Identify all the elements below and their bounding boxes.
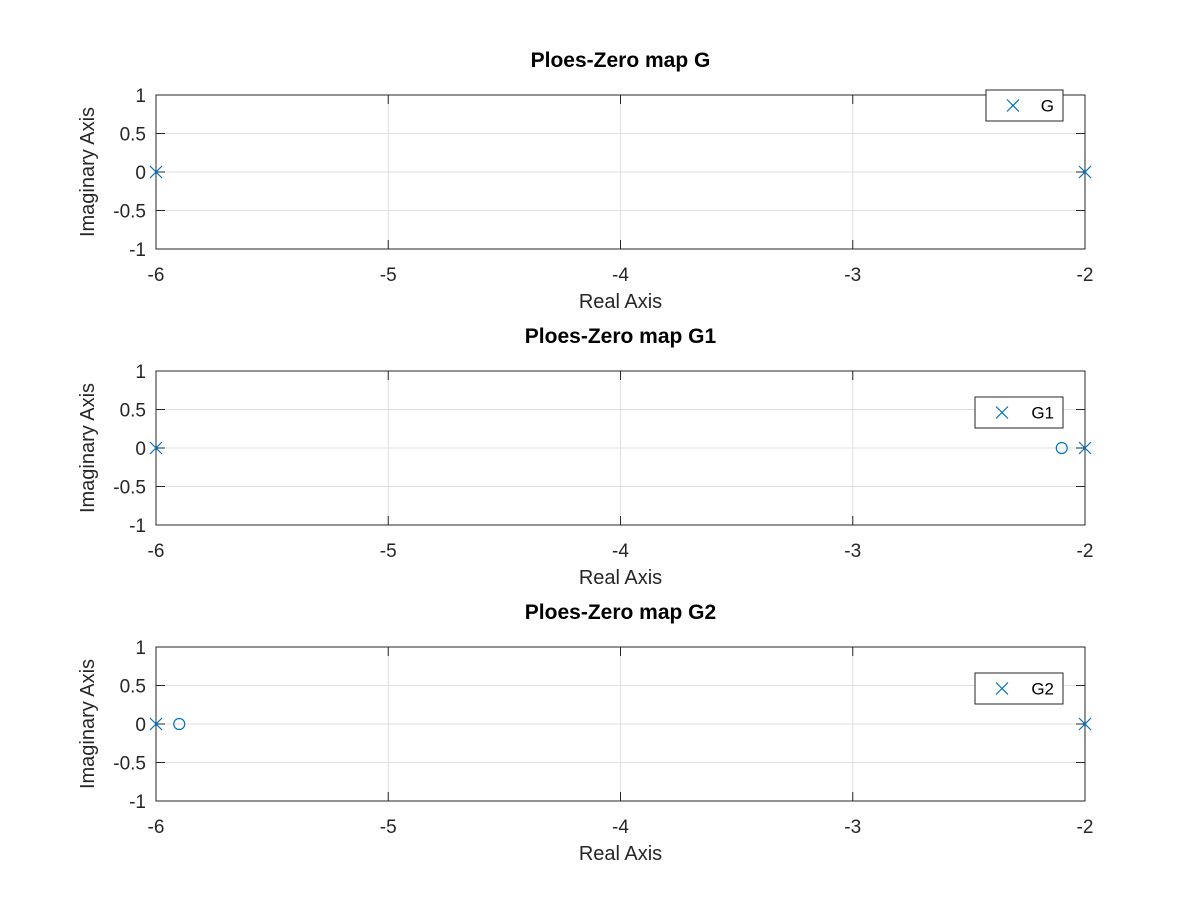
x-tick-label: -6 (148, 265, 165, 286)
legend-box (985, 89, 1064, 122)
x-tick-label: -5 (380, 265, 397, 286)
legend-label: G (1041, 97, 1054, 116)
chart-title: Ploes-Zero map G (531, 49, 711, 72)
x-tick-label: -4 (612, 817, 629, 838)
x-tick-label: -5 (380, 817, 397, 838)
x-tick-label: -4 (612, 541, 629, 562)
legend-label: G2 (1031, 680, 1054, 699)
y-tick-label: -0.5 (113, 202, 146, 223)
y-tick-label: -1 (129, 516, 146, 537)
subplot-1: -6 -5 -4 -3 -2 1 0.5 0 -0.5 -1 Ploes-Zero map G Rea… (77, 49, 1093, 313)
x-tick-label: -5 (380, 541, 397, 562)
subplot-3: -6 -5 -4 -3 -2 1 0.5 0 -0.5 -1 Ploes-Zero map G2 Re… (77, 601, 1093, 865)
y-tick-label: 0 (135, 715, 146, 736)
subplot-2: -6 -5 -4 -3 -2 1 0.5 0 -0.5 -1 Ploes-Zero map G1 Re… (77, 325, 1093, 589)
pole-marker (149, 717, 163, 731)
chart-title: Ploes-Zero map G1 (525, 325, 717, 348)
legend: G1 (974, 396, 1064, 429)
y-tick-label: 0.5 (120, 677, 146, 698)
y-tick-label: 1 (135, 638, 146, 659)
y-tick-label: 0.5 (120, 401, 146, 422)
y-tick-label: -0.5 (113, 754, 146, 775)
zero-marker (1055, 441, 1068, 455)
x-tick-label: -6 (148, 817, 165, 838)
x-tick-label: -3 (844, 541, 861, 562)
x-tick-label: -4 (612, 265, 629, 286)
legend-box (974, 672, 1064, 705)
legend-marker (995, 406, 1009, 419)
y-tick-label: 0 (135, 439, 146, 460)
pole-marker (1078, 165, 1092, 179)
x-tick-label: -2 (1077, 817, 1094, 838)
legend: G2 (974, 672, 1064, 705)
y-axis-label: Imaginary Axis (77, 659, 99, 789)
pole-marker (1078, 441, 1092, 455)
y-tick-label: 1 (135, 86, 146, 107)
chart-title: Ploes-Zero map G2 (525, 601, 716, 624)
x-tick-label: -3 (844, 265, 861, 286)
zero-marker (173, 717, 186, 731)
x-axis-label: Real Axis (579, 291, 662, 313)
legend-marker (995, 682, 1009, 695)
y-tick-label: -0.5 (113, 478, 146, 499)
x-tick-label: -3 (844, 817, 861, 838)
legend-marker (1006, 99, 1020, 112)
legend: G (985, 89, 1064, 122)
y-axis-label: Imaginary Axis (77, 107, 99, 237)
legend-label: G1 (1031, 404, 1054, 423)
y-tick-label: -1 (129, 240, 146, 261)
pole-marker (149, 441, 163, 455)
legend-box (974, 396, 1064, 429)
x-tick-label: -2 (1077, 541, 1094, 562)
pole-marker (1078, 717, 1092, 731)
x-tick-label: -2 (1077, 265, 1094, 286)
y-tick-label: -1 (129, 792, 146, 813)
y-axis-label: Imaginary Axis (77, 383, 99, 513)
pole-marker (149, 165, 163, 179)
y-tick-label: 0 (135, 163, 146, 184)
x-axis-label: Real Axis (579, 843, 662, 865)
y-tick-label: 0.5 (120, 125, 146, 146)
x-axis-label: Real Axis (579, 567, 662, 589)
y-tick-label: 1 (135, 362, 146, 383)
x-tick-label: -6 (148, 541, 165, 562)
